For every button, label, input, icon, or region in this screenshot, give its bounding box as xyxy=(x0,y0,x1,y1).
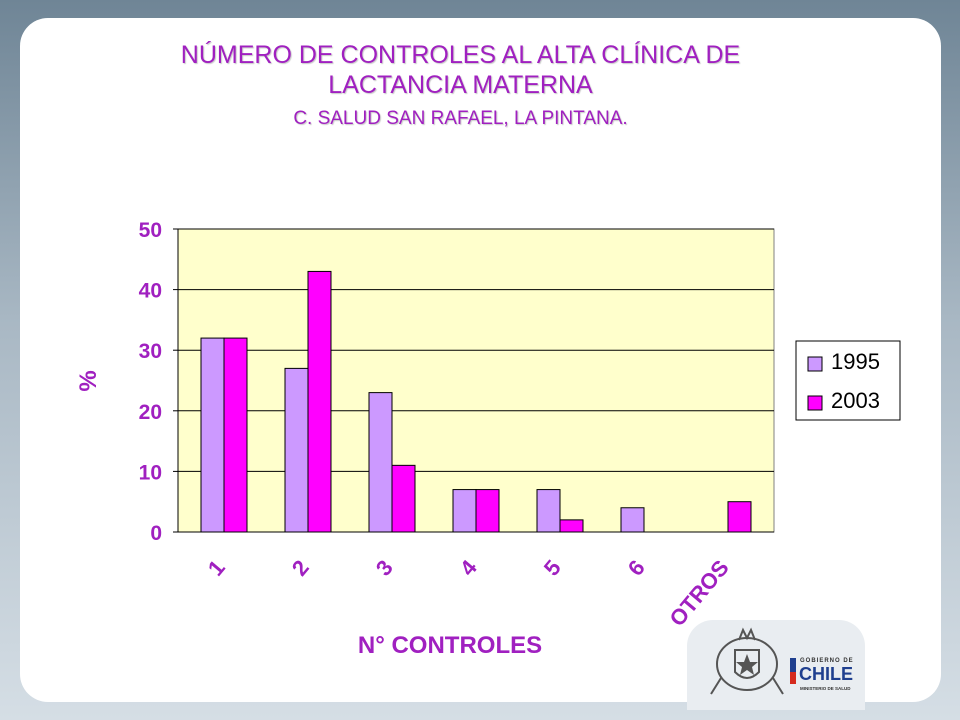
logo-line-3: MINISTERIO DE SALUD xyxy=(800,686,851,691)
legend-swatch-2003 xyxy=(807,395,823,411)
legend-label-1995: 1995 xyxy=(831,349,880,374)
y-axis-label: % xyxy=(75,370,102,391)
logo-line-1: GOBIERNO DE xyxy=(800,658,854,664)
government-logo: GOBIERNO DE CHILE MINISTERIO DE SALUD xyxy=(687,620,865,710)
legend-swatch-1995 xyxy=(807,356,823,372)
bar-1995-5 xyxy=(536,489,561,533)
bar-1995-2 xyxy=(284,367,309,533)
bar-2003-2 xyxy=(307,270,332,533)
x-tick-label: 2 xyxy=(287,555,314,580)
bar-2003-5 xyxy=(559,519,584,533)
x-tick-label: 3 xyxy=(371,555,398,580)
bar-1995-1 xyxy=(200,337,225,533)
y-tick-label: 0 xyxy=(150,522,162,545)
gridlines xyxy=(178,228,774,472)
x-axis-label: N° CONTROLES xyxy=(358,632,542,659)
y-tick-label: 20 xyxy=(139,401,162,424)
bar-1995-6 xyxy=(620,507,645,533)
y-tick-label: 50 xyxy=(139,219,162,242)
bar-2003-OTROS xyxy=(727,501,752,533)
y-tick-label: 30 xyxy=(139,340,162,363)
legend: 1995 2003 xyxy=(795,340,901,421)
x-tick-label: 4 xyxy=(455,555,483,581)
x-tick-label: 6 xyxy=(623,555,650,580)
chart-subtitle: C. SALUD SAN RAFAEL, LA PINTANA. xyxy=(293,108,628,129)
bar-1995-4 xyxy=(452,489,477,533)
title-line-2: LACTANCIA MATERNA xyxy=(328,71,593,99)
x-tick-label: 1 xyxy=(203,555,230,580)
bar-1995-3 xyxy=(368,392,393,533)
x-tick-label: 5 xyxy=(539,555,566,580)
title-line-1: NÚMERO DE CONTROLES AL ALTA CLÍNICA DE xyxy=(180,41,741,69)
bar-2003-1 xyxy=(223,337,248,533)
plot-area xyxy=(177,228,775,533)
bar-2003-4 xyxy=(475,489,500,533)
x-tick-labels: 1 2 3 4 5 6 OTROS xyxy=(203,555,734,632)
y-tick-label: 40 xyxy=(139,280,162,303)
bar-2003-3 xyxy=(391,464,416,533)
logo-line-2: CHILE xyxy=(799,664,853,684)
legend-label-2003: 2003 xyxy=(831,388,880,413)
y-tick-labels: 0 10 20 30 40 50 xyxy=(139,219,178,545)
coat-of-arms-icon: GOBIERNO DE CHILE MINISTERIO DE SALUD xyxy=(710,627,854,695)
chart-title: NÚMERO DE CONTROLES AL ALTA CLÍNICA DE L… xyxy=(0,40,921,100)
y-tick-label: 10 xyxy=(139,461,162,484)
bars xyxy=(200,270,752,533)
